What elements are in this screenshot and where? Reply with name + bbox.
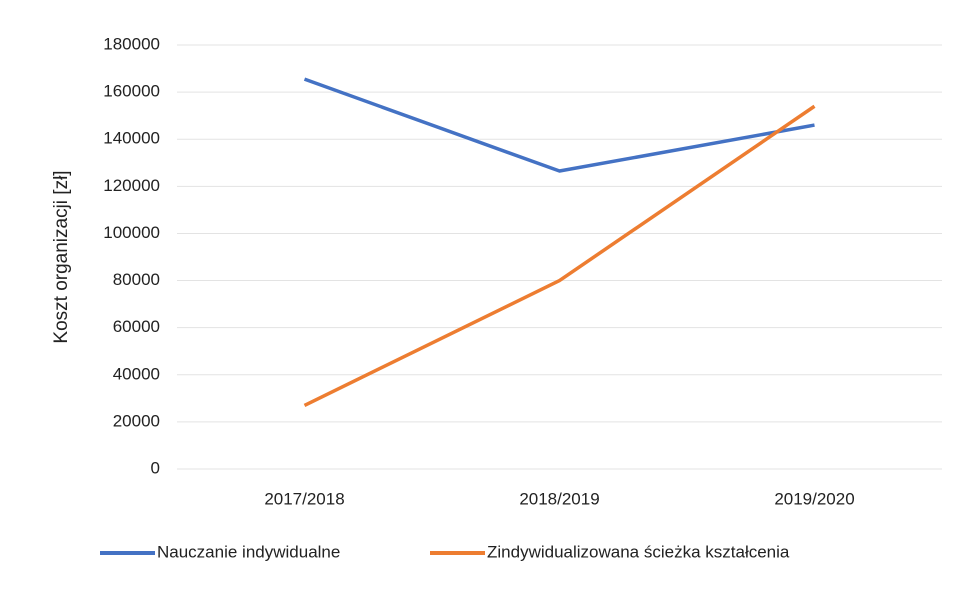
y-tick-label: 120000: [103, 176, 160, 195]
series-line: [303, 104, 816, 407]
y-tick-label: 60000: [113, 317, 160, 336]
legend-label: Nauczanie indywidualne: [157, 542, 340, 561]
y-tick-label: 180000: [103, 34, 160, 53]
y-tick-label: 40000: [113, 364, 160, 383]
y-tick-label: 160000: [103, 82, 160, 101]
x-tick-label: 2019/2020: [774, 489, 854, 508]
y-tick-label: 20000: [113, 411, 160, 430]
y-tick-label: 80000: [113, 270, 160, 289]
y-tick-label: 140000: [103, 129, 160, 148]
legend-label: Zindywidualizowana ścieżka kształcenia: [487, 542, 790, 561]
y-tick-label: 0: [151, 458, 160, 477]
y-tick-label: 100000: [103, 223, 160, 242]
series-line: [303, 77, 815, 173]
y-axis-label: Koszt organizacji [zł]: [51, 170, 72, 343]
x-tick-label: 2018/2019: [519, 489, 599, 508]
x-tick-label: 2017/2018: [264, 489, 344, 508]
